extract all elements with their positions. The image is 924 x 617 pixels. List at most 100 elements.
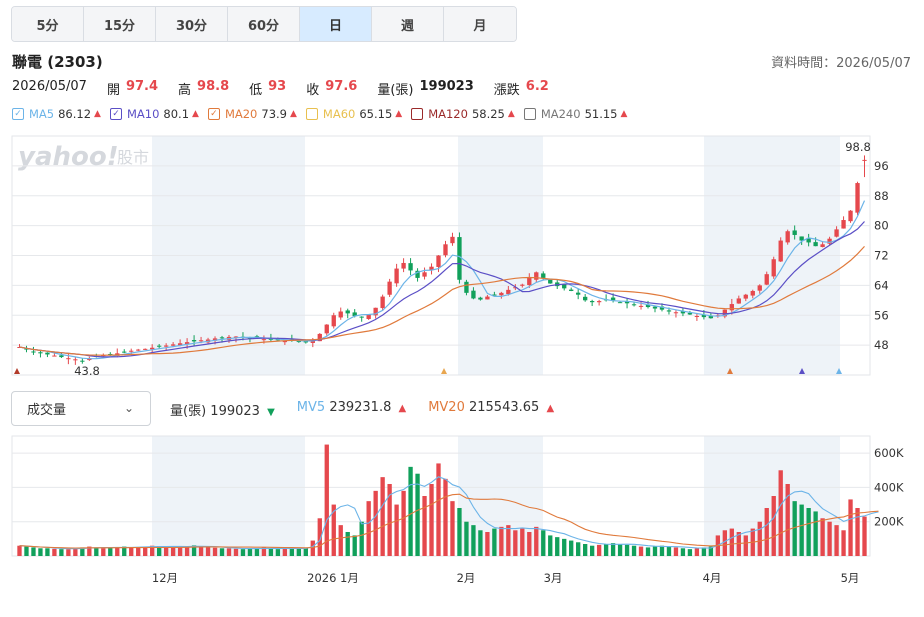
volume-bar bbox=[855, 508, 860, 556]
mv5-value: 239231.8 bbox=[329, 400, 392, 415]
candle-body bbox=[108, 353, 113, 355]
volume-bar bbox=[310, 540, 315, 556]
checkbox-icon[interactable]: ✓ bbox=[12, 108, 24, 120]
volume-bar bbox=[415, 473, 420, 556]
tab-30min[interactable]: 30分 bbox=[156, 7, 228, 41]
ma-legend: ✓ MA5 86.12 ▲ ✓ MA10 80.1 ▲ ✓ MA20 73.9 … bbox=[12, 107, 636, 121]
chevron-down-icon: ⌄ bbox=[123, 401, 134, 415]
ma60-toggle[interactable]: MA60 65.15 ▲ bbox=[305, 107, 402, 121]
candle-body bbox=[771, 259, 776, 277]
candle-body bbox=[610, 297, 616, 301]
event-marker-icon bbox=[727, 368, 733, 374]
candle-body bbox=[743, 294, 748, 299]
candle-body bbox=[478, 297, 483, 300]
volume-bar bbox=[603, 544, 609, 556]
candle-body bbox=[52, 355, 57, 357]
ma10-toggle[interactable]: ✓ MA10 80.1 ▲ bbox=[109, 107, 199, 121]
checkbox-icon[interactable]: ✓ bbox=[109, 108, 122, 120]
ma5-line bbox=[19, 200, 866, 360]
volume-bar bbox=[303, 548, 308, 556]
volume-bar bbox=[785, 484, 790, 556]
volume-bar bbox=[87, 546, 92, 556]
candle-body bbox=[359, 316, 364, 318]
candle-body bbox=[666, 310, 672, 312]
volume-bar bbox=[101, 548, 106, 556]
ma60-value: 65.15 bbox=[359, 107, 393, 121]
volume-bar bbox=[708, 546, 714, 556]
up-arrow-icon: ▲ bbox=[398, 403, 407, 414]
event-marker-icon bbox=[14, 368, 20, 374]
ma120-toggle[interactable]: MA120 58.25 ▲ bbox=[411, 107, 515, 121]
tab-week[interactable]: 週 bbox=[372, 7, 444, 41]
candle-body bbox=[855, 183, 860, 213]
ma60-label: MA60 bbox=[322, 107, 356, 121]
candle-body bbox=[492, 294, 497, 296]
volume-bar bbox=[38, 548, 43, 556]
tab-15min[interactable]: 15分 bbox=[84, 7, 156, 41]
indicator-select[interactable]: 成交量 ⌄ bbox=[11, 391, 151, 426]
event-marker-icon bbox=[799, 368, 805, 374]
volume-bar bbox=[275, 549, 281, 556]
tab-60min[interactable]: 60分 bbox=[228, 7, 300, 41]
event-marker-icon bbox=[836, 368, 842, 374]
candle-body bbox=[31, 351, 36, 353]
checkbox-icon[interactable] bbox=[305, 108, 318, 120]
price-tick-label: 48 bbox=[874, 338, 889, 352]
candle-body bbox=[338, 311, 343, 318]
ma5-value: 86.12 bbox=[58, 107, 92, 121]
candle-body bbox=[415, 270, 420, 278]
close-label: 收 bbox=[306, 83, 320, 98]
volume-bar bbox=[701, 547, 707, 556]
ma20-value: 73.9 bbox=[261, 107, 287, 121]
ma120-value: 58.25 bbox=[471, 107, 505, 121]
volume-bar bbox=[631, 545, 637, 556]
volume-bar bbox=[527, 532, 532, 556]
ma5-toggle[interactable]: ✓ MA5 86.12 ▲ bbox=[12, 107, 101, 121]
tab-month[interactable]: 月 bbox=[444, 7, 516, 41]
ma20-toggle[interactable]: ✓ MA20 73.9 ▲ bbox=[207, 107, 297, 121]
mv20-label: MV20 bbox=[428, 400, 465, 415]
candle-body bbox=[722, 309, 728, 317]
volume-bar bbox=[624, 544, 630, 556]
volume-bar bbox=[806, 508, 811, 556]
volume-bar bbox=[610, 543, 616, 556]
volume-bar bbox=[129, 547, 134, 556]
volume-bar bbox=[156, 546, 162, 556]
volume-bar bbox=[834, 525, 839, 556]
checkbox-icon[interactable] bbox=[523, 108, 536, 120]
volume-bar bbox=[862, 516, 867, 556]
candle-body bbox=[331, 315, 336, 327]
candle-body bbox=[150, 347, 155, 350]
volume-bar bbox=[268, 548, 274, 556]
volume-bar bbox=[576, 542, 581, 556]
checkbox-icon[interactable]: ✓ bbox=[207, 108, 220, 120]
mv5-line bbox=[19, 476, 879, 550]
quote-summary: 2026/05/07 開 97.4 高 98.8 低 93 收 97.6 量(張… bbox=[12, 79, 549, 98]
candle-body bbox=[520, 284, 525, 286]
candle-body bbox=[596, 301, 602, 303]
ma10-label: MA10 bbox=[126, 107, 160, 121]
ma240-value: 51.15 bbox=[584, 107, 618, 121]
candle-body bbox=[191, 340, 197, 342]
volume-bar bbox=[143, 546, 148, 556]
volume-bar bbox=[31, 547, 36, 556]
candle-body bbox=[757, 285, 762, 291]
volume-bar bbox=[422, 496, 427, 556]
volume-bar bbox=[226, 548, 232, 556]
tab-day[interactable]: 日 bbox=[300, 7, 372, 41]
x-tick-label: 2月 bbox=[457, 571, 476, 585]
checkbox-icon[interactable] bbox=[411, 108, 424, 120]
volume-bar bbox=[352, 535, 357, 556]
candle-body bbox=[219, 337, 225, 339]
change-value: 6.2 bbox=[525, 79, 549, 94]
volume-bar bbox=[261, 547, 267, 556]
ma240-toggle[interactable]: MA240 51.15 ▲ bbox=[523, 107, 627, 121]
candle-body bbox=[429, 266, 434, 271]
volume-bar bbox=[450, 501, 455, 556]
tab-5min[interactable]: 5分 bbox=[12, 7, 84, 41]
candle-body bbox=[282, 340, 288, 343]
volume-bar bbox=[24, 546, 29, 556]
high-label: 高 bbox=[178, 83, 192, 98]
volume-frame bbox=[11, 435, 871, 557]
